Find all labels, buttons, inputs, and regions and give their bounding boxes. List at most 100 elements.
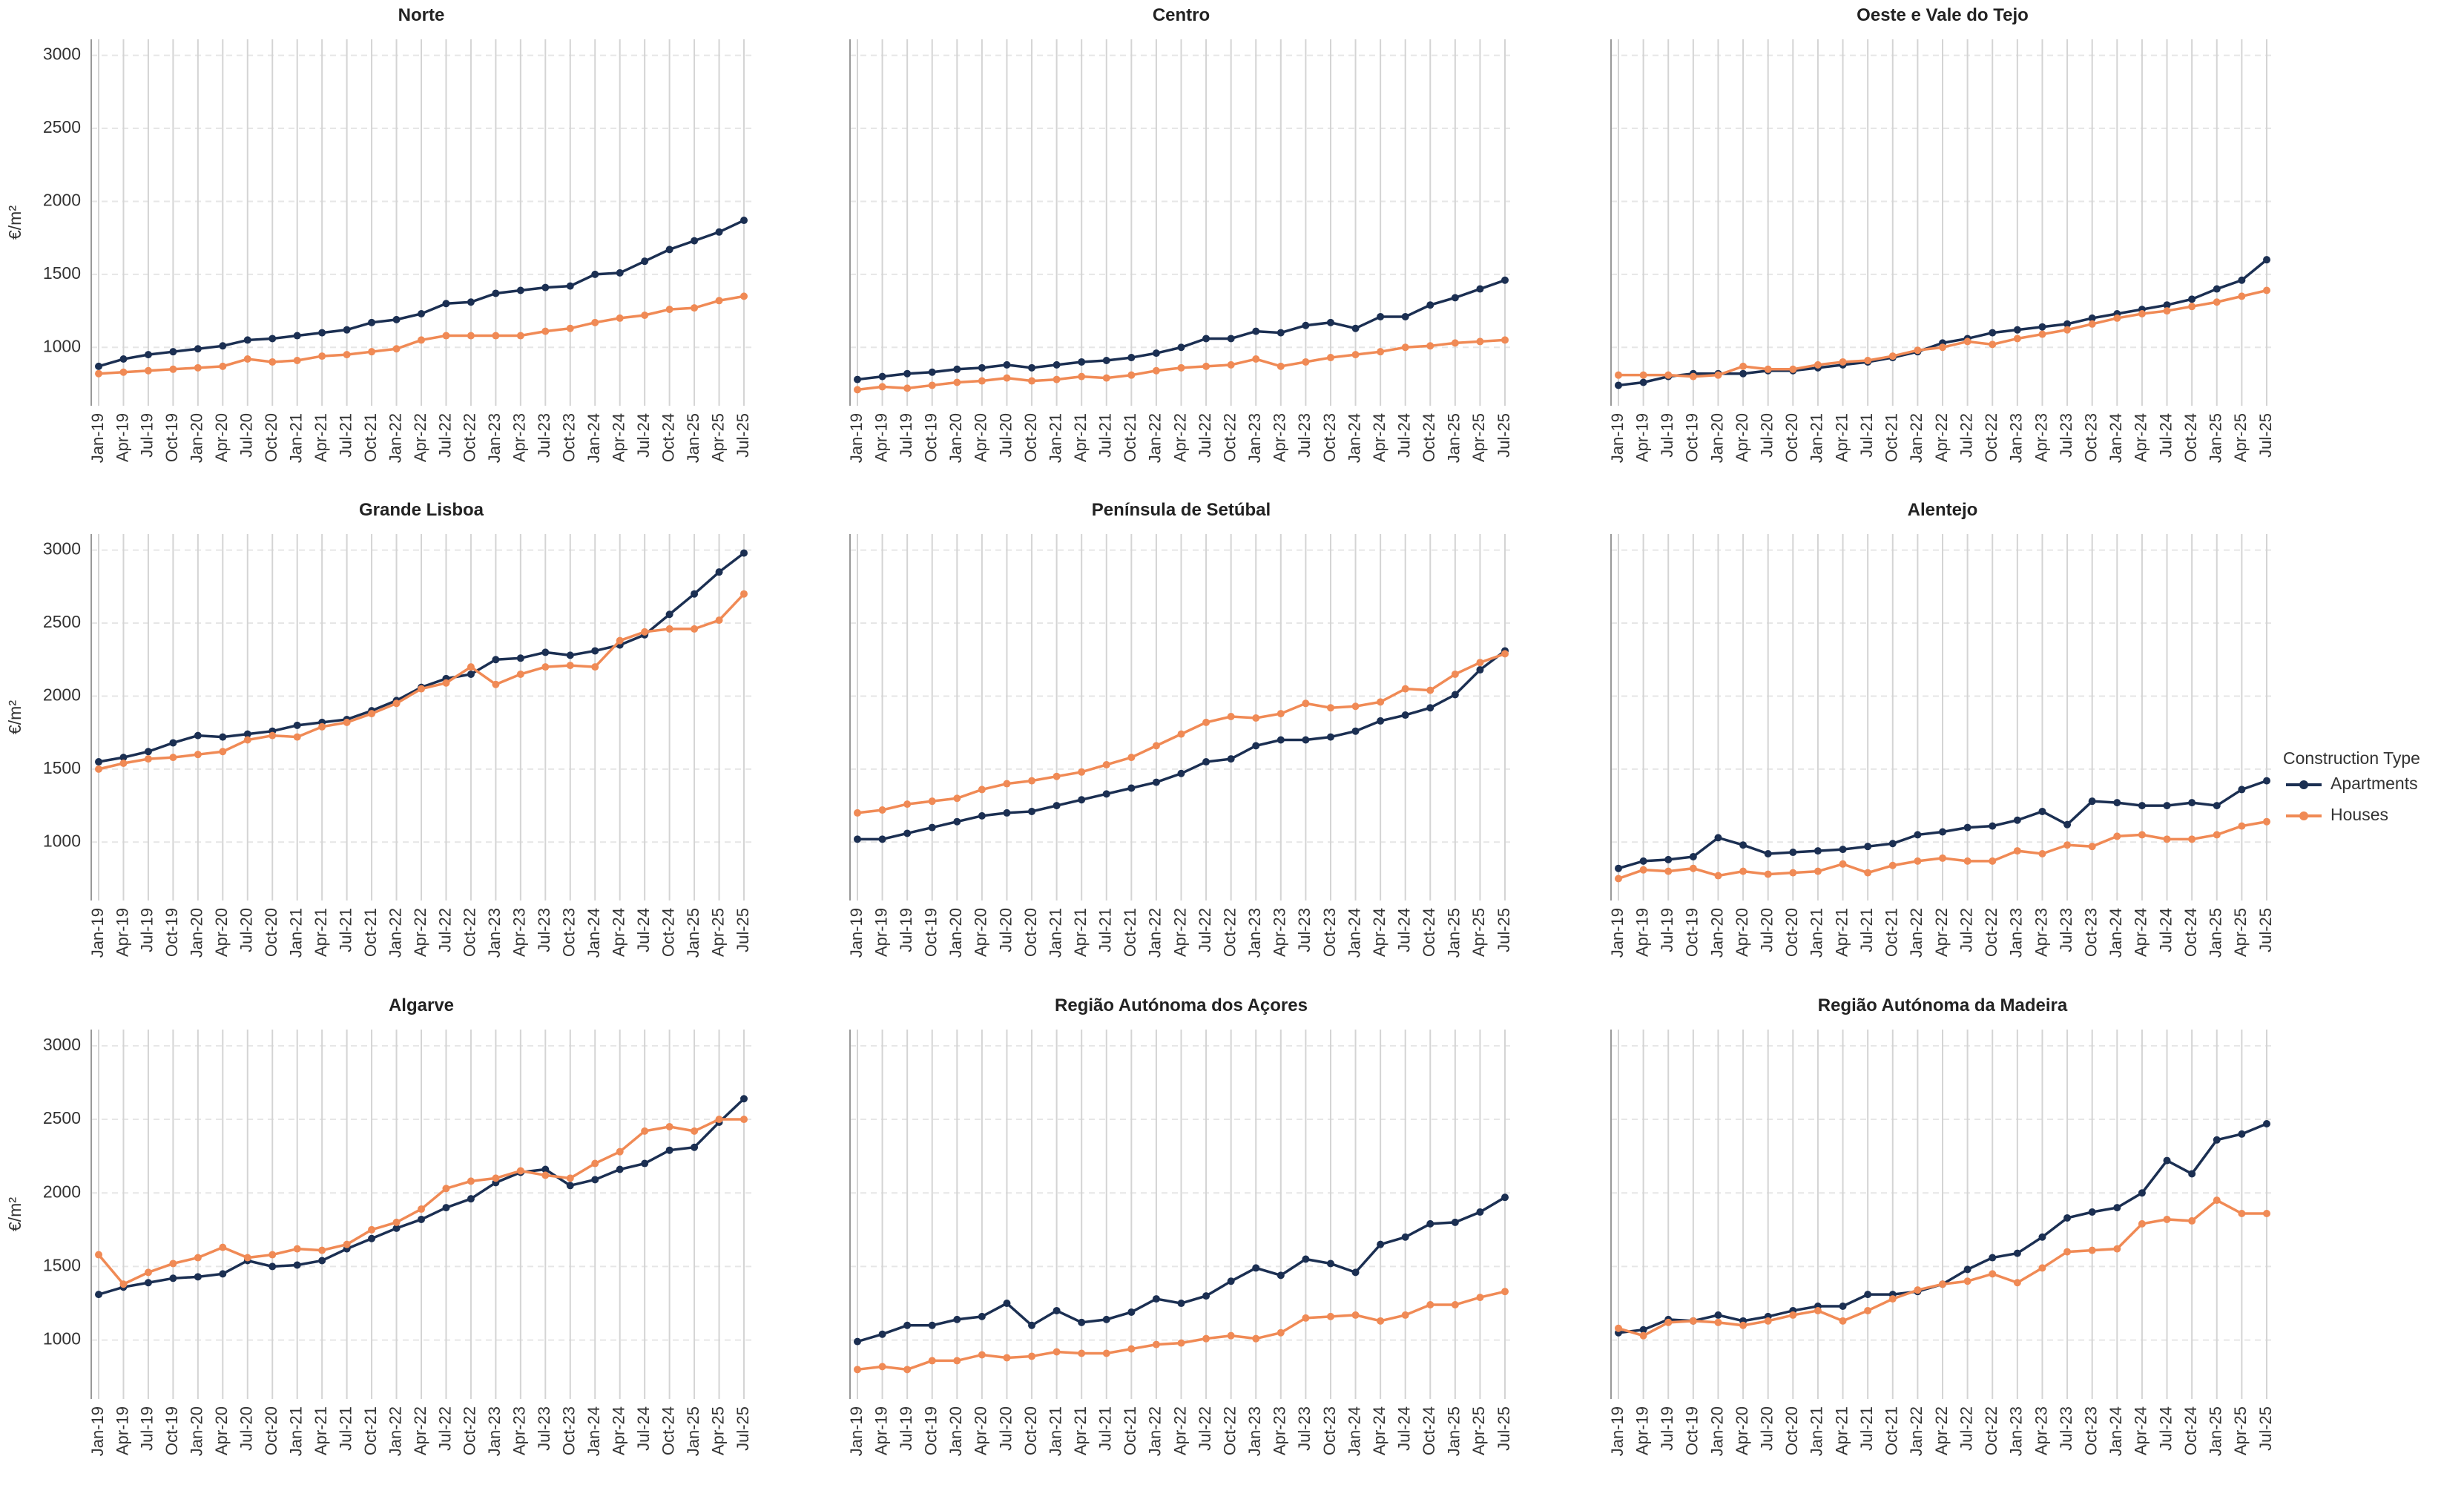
point — [269, 335, 277, 343]
x-tick-label: Oct-21 — [1882, 413, 1901, 462]
point — [1739, 867, 1747, 875]
y-axis-label: €/m² — [5, 1197, 24, 1231]
x-tick-label: Oct-22 — [1982, 413, 2000, 462]
point — [1476, 1208, 1484, 1216]
x-tick-label: Apr-25 — [708, 413, 727, 462]
point — [392, 1218, 401, 1226]
x-tick-label: Jul-22 — [435, 1406, 454, 1451]
x-tick-label: Apr-19 — [872, 413, 890, 462]
point — [1501, 276, 1509, 284]
point — [2013, 326, 2021, 334]
point — [2138, 310, 2146, 318]
x-tick-label: Oct-22 — [1220, 413, 1239, 462]
point — [1639, 1331, 1647, 1340]
legend-label: Apartments — [2330, 774, 2418, 793]
x-tick-label: Apr-19 — [113, 1406, 131, 1455]
point — [1888, 352, 1897, 360]
point — [1401, 711, 1409, 720]
x-tick-label: Oct-23 — [2082, 1406, 2101, 1455]
point — [591, 270, 599, 278]
x-tick-label: Oct-22 — [1982, 1406, 2000, 1455]
x-tick-label: Apr-23 — [1271, 908, 1289, 957]
x-tick-label: Jul-22 — [435, 413, 454, 458]
legend-marker — [2299, 811, 2308, 820]
point — [1714, 1311, 1722, 1319]
point — [740, 292, 748, 300]
x-tick-label: Jul-22 — [1196, 413, 1214, 458]
point — [691, 237, 699, 245]
x-tick-label: Oct-24 — [2181, 908, 2200, 957]
point — [343, 351, 351, 359]
point — [740, 1116, 748, 1124]
panel-title: Região Autónoma dos Açores — [1055, 995, 1308, 1015]
point — [467, 332, 475, 340]
x-tick-label: Jul-19 — [1658, 413, 1676, 458]
point — [1989, 340, 1997, 349]
point — [442, 1204, 450, 1212]
point — [1664, 855, 1673, 863]
x-tick-label: Oct-23 — [1320, 1406, 1339, 1455]
point — [1714, 1318, 1722, 1326]
x-tick-label: Apr-24 — [610, 908, 628, 957]
point — [641, 311, 649, 319]
point — [144, 366, 152, 375]
panel-title: Algarve — [389, 995, 454, 1015]
x-tick-label: Apr-24 — [2132, 1406, 2150, 1455]
point — [2038, 330, 2046, 338]
point — [269, 358, 277, 366]
point — [740, 549, 748, 557]
x-tick-label: Jan-22 — [1146, 1406, 1165, 1456]
point — [1476, 666, 1484, 674]
point — [1227, 335, 1235, 343]
y-tick-label: 1000 — [43, 336, 81, 355]
point — [928, 1357, 936, 1365]
point — [2238, 822, 2246, 830]
point — [1615, 875, 1622, 883]
point — [715, 568, 723, 576]
x-tick-label: Apr-25 — [1469, 908, 1488, 957]
point — [1426, 1301, 1434, 1309]
x-tick-label: Apr-24 — [2132, 908, 2150, 957]
y-tick-label: 3000 — [43, 1035, 81, 1054]
x-tick-label: Jul-25 — [734, 413, 752, 458]
point — [392, 345, 401, 353]
point — [1789, 849, 1797, 857]
x-tick-label: Jan-25 — [684, 413, 702, 463]
point — [1764, 850, 1772, 858]
x-tick-label: Jan-24 — [584, 1406, 603, 1456]
point — [194, 363, 202, 372]
x-tick-label: Oct-21 — [361, 908, 380, 957]
point — [219, 1243, 227, 1251]
point — [219, 733, 227, 741]
x-tick-label: Oct-20 — [262, 1406, 280, 1455]
x-tick-label: Jan-22 — [1907, 908, 1926, 958]
x-tick-label: Jul-20 — [1758, 1406, 1776, 1451]
point — [1914, 1286, 1922, 1294]
point — [1102, 1315, 1110, 1323]
point — [418, 1215, 425, 1223]
point — [1426, 704, 1434, 712]
x-tick-label: Jan-24 — [584, 413, 603, 463]
point — [2163, 1215, 2171, 1223]
point — [1914, 857, 1922, 865]
point — [1227, 360, 1235, 369]
point — [1152, 349, 1160, 358]
point — [2013, 1249, 2021, 1257]
point — [2063, 326, 2072, 334]
point — [442, 332, 450, 340]
x-tick-label: Oct-22 — [1220, 1406, 1239, 1455]
point — [219, 362, 227, 370]
x-tick-label: Oct-19 — [922, 908, 941, 957]
x-tick-label: Jan-19 — [88, 413, 107, 463]
point — [541, 1165, 550, 1173]
point — [269, 731, 277, 740]
point — [1127, 784, 1136, 792]
point — [293, 1245, 301, 1253]
x-tick-label: Apr-19 — [113, 413, 131, 462]
point — [1252, 327, 1260, 335]
point — [2063, 1214, 2072, 1222]
point — [1377, 312, 1385, 320]
x-tick-label: Oct-19 — [162, 908, 181, 957]
point — [119, 754, 128, 762]
x-tick-label: Apr-23 — [510, 908, 529, 957]
